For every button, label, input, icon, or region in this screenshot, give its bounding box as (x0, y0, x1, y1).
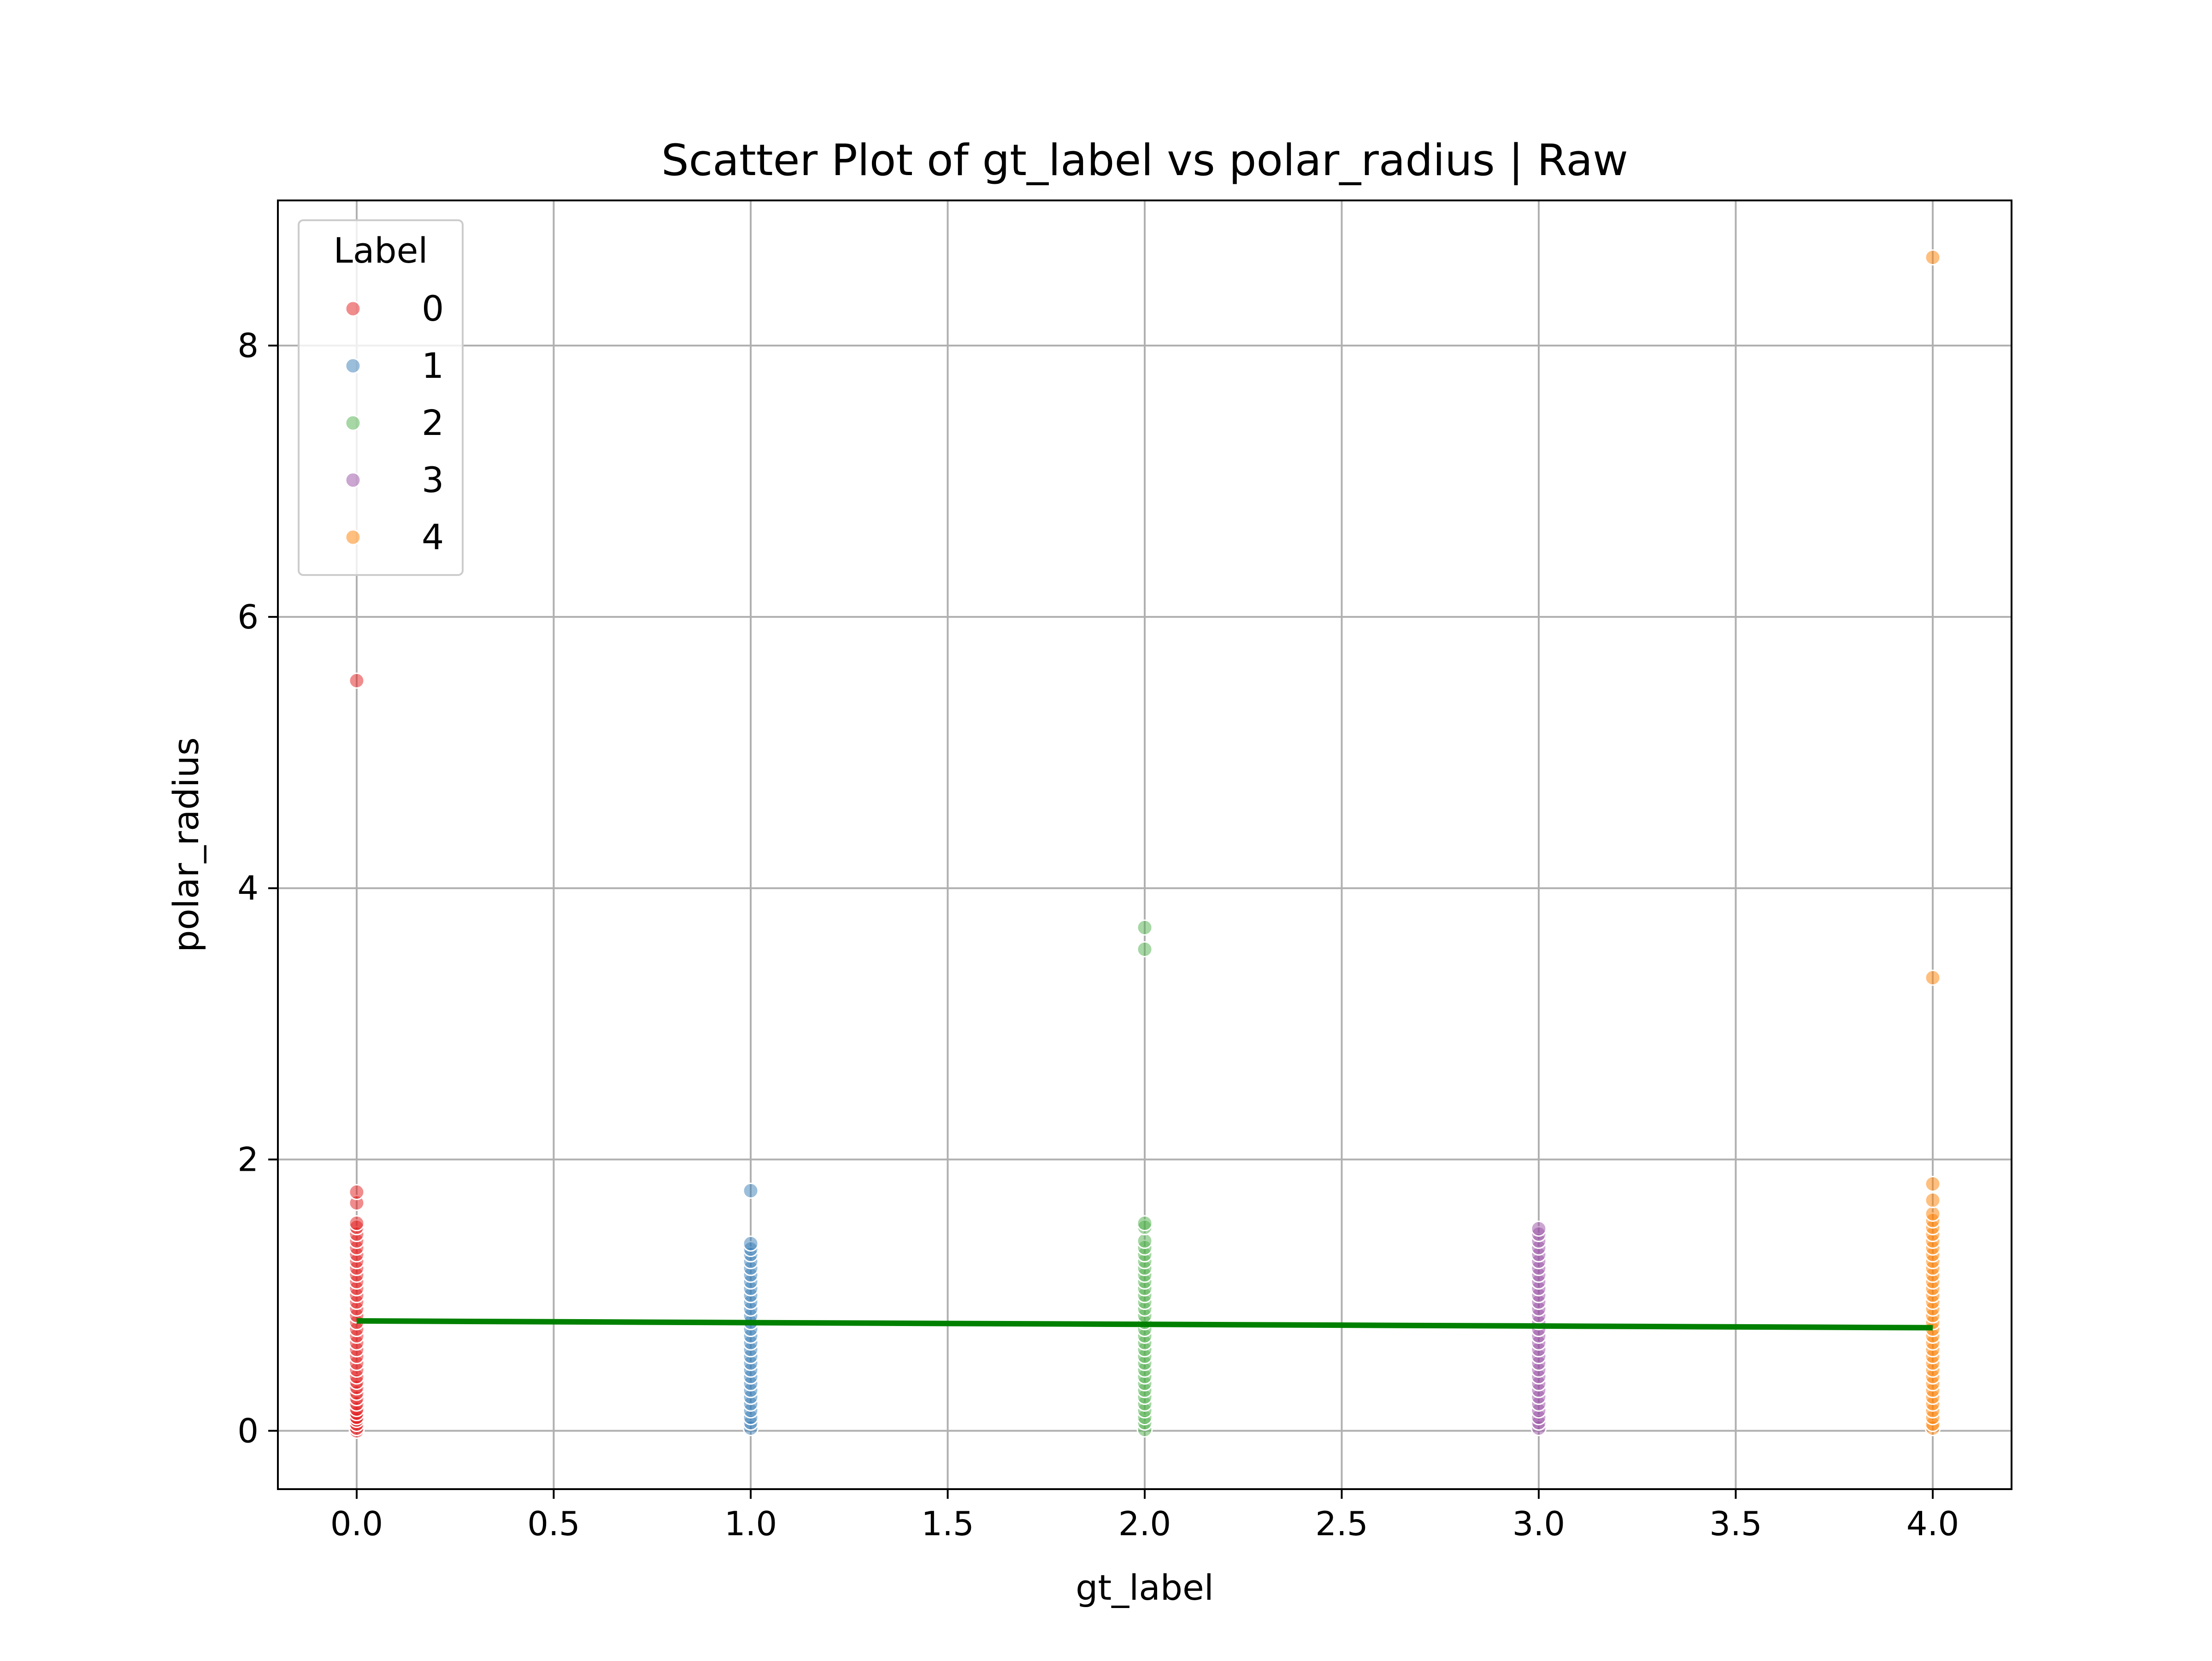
x-tick-label: 2.5 (1315, 1504, 1368, 1543)
series-4-points (1924, 249, 1941, 1437)
legend-marker (345, 358, 361, 374)
x-tick-label: 1.5 (921, 1504, 974, 1543)
x-tick-label: 3.5 (1709, 1504, 1762, 1543)
x-tick-label: 0.5 (527, 1504, 580, 1543)
data-point (1924, 249, 1941, 266)
legend-entries: 0 1 2 3 4 (345, 288, 444, 558)
series-1-points (742, 1182, 759, 1437)
x-tick-label: 2.0 (1118, 1504, 1171, 1543)
chart-title: Scatter Plot of gt_label vs polar_radius… (661, 135, 1628, 186)
data-point (348, 672, 365, 689)
x-tick-label: 1.0 (724, 1504, 777, 1543)
trend-line-layer (356, 1318, 1933, 1331)
data-point (1136, 941, 1153, 957)
legend-label: 4 (422, 516, 444, 558)
legend-label: 2 (422, 402, 444, 443)
y-tick-label: 6 (237, 598, 259, 636)
series-0-points (348, 672, 365, 1439)
x-axis-label: gt_label (1076, 1567, 1214, 1608)
data-point (1924, 969, 1941, 986)
x-tick-label: 3.0 (1512, 1504, 1565, 1543)
data-point (1924, 1205, 1941, 1222)
data-point (1136, 919, 1153, 936)
data-point (742, 1182, 759, 1199)
data-point (1924, 1176, 1941, 1192)
legend-title: Label (333, 230, 428, 271)
legend-marker (345, 415, 361, 431)
legend: Label 0 1 2 3 4 (298, 219, 464, 576)
series-3-points (1530, 1221, 1547, 1437)
data-point (1924, 1192, 1941, 1209)
data-point (1530, 1221, 1547, 1237)
data-points (348, 249, 1941, 1439)
legend-marker (345, 472, 361, 488)
data-point (348, 1184, 365, 1200)
legend-label: 0 (422, 288, 444, 329)
data-point (742, 1235, 759, 1252)
y-tick-label: 4 (237, 869, 259, 908)
y-axis-label: polar_radius (165, 737, 206, 952)
data-point (1136, 1233, 1153, 1249)
data-point (348, 1215, 365, 1232)
y-tick-label: 2 (237, 1140, 259, 1179)
axis-ticks: 0.0 0.5 1.0 1.5 2.0 2.5 3.0 3.5 4.0 0 2 4 6 8 (237, 326, 1959, 1543)
x-tick-label: 4.0 (1906, 1504, 1959, 1543)
legend-label: 1 (422, 345, 444, 386)
regression-line (356, 1318, 1933, 1331)
y-tick-label: 8 (237, 326, 259, 365)
legend-marker (345, 300, 361, 317)
legend-box (298, 219, 464, 576)
series-2-points (1136, 919, 1153, 1438)
data-point (1136, 1215, 1153, 1232)
x-tick-label: 0.0 (330, 1504, 383, 1543)
y-tick-label: 0 (237, 1411, 259, 1450)
legend-label: 3 (422, 459, 444, 500)
legend-marker (345, 529, 361, 546)
